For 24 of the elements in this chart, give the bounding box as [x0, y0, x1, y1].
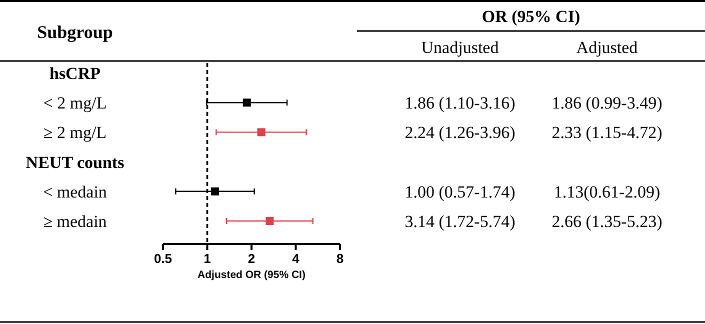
- x-tick-label: 1: [204, 251, 211, 266]
- text: 1.86 (1.10-3.16): [404, 94, 516, 113]
- text: 3.14 (1.72-5.74): [404, 212, 516, 231]
- y-tick-label: NEUT counts: [26, 152, 125, 172]
- data-label: 1.13(0.61-2.09): [554, 182, 660, 202]
- data-label: 1.86 (0.99-3.49): [552, 94, 662, 113]
- text: Subgroup: [37, 22, 113, 42]
- data-label: 2.33 (1.15-4.72): [552, 123, 662, 142]
- text: OR (95% CI): [482, 7, 580, 26]
- y-tick-label: < medain: [43, 182, 108, 202]
- text: Adjusted: [576, 38, 638, 57]
- y-tick-label: < 2 mg/L: [43, 94, 107, 113]
- text: 2.24 (1.26-3.96): [404, 123, 516, 142]
- x-tick-label: 4: [292, 251, 300, 266]
- x-tick-label: 2: [248, 251, 256, 266]
- y-tick-label: ≥ medain: [43, 212, 108, 231]
- y-tick-label: hsCRP: [49, 64, 101, 83]
- data-label: 2.66 (1.35-5.23): [552, 212, 662, 231]
- text: Unadjusted: [421, 38, 500, 57]
- x-tick-label: 8: [336, 251, 344, 266]
- text: 1.00 (0.57-1.74): [404, 182, 516, 202]
- x-axis-title: Adjusted OR (95% CI): [198, 269, 306, 281]
- x-tick-label: 0.5: [154, 251, 172, 266]
- y-tick-label: ≥ 2 mg/L: [43, 123, 107, 142]
